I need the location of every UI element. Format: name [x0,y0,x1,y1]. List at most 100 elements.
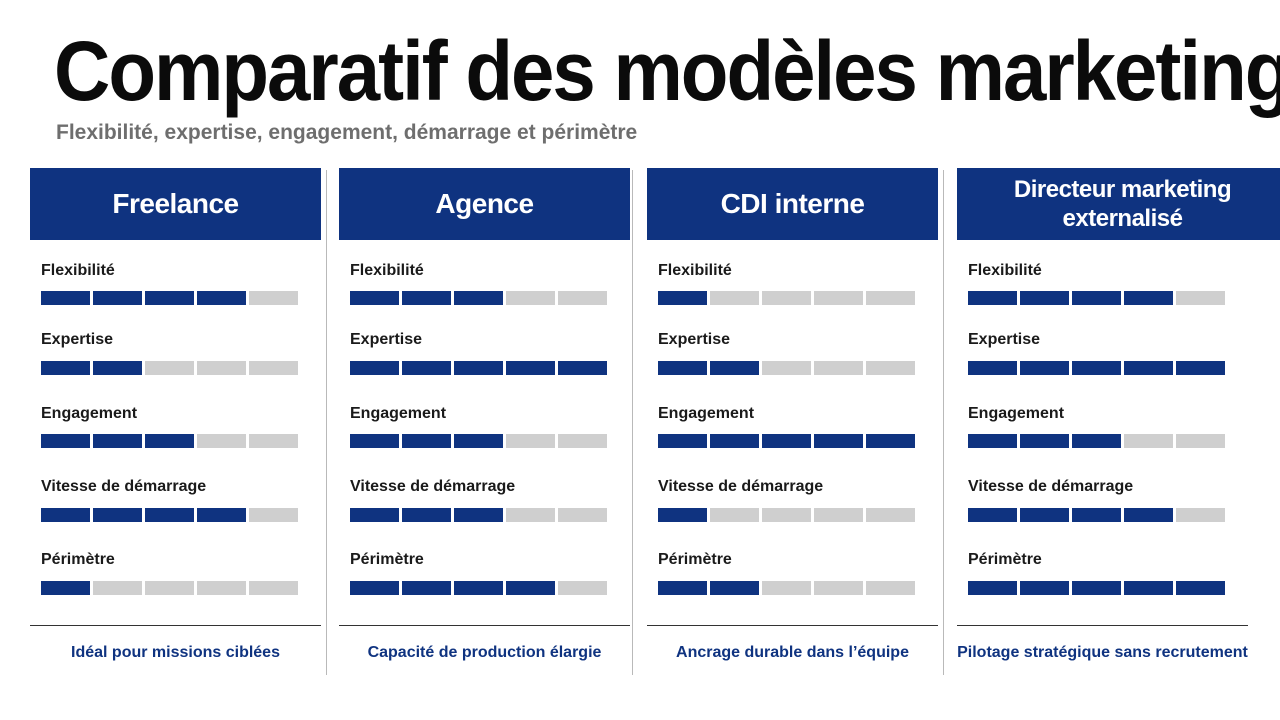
score-segment-empty [1176,434,1225,448]
score-segment-filled [197,291,246,305]
score-segment-empty [558,581,607,595]
score-segment-empty [506,434,555,448]
score-segment-filled [1176,361,1225,375]
score-segment-filled [41,291,90,305]
score-segment-empty [145,581,194,595]
model-column: Freelance Flexibilité Expertise Engagement V… [30,168,321,676]
score-segment-filled [350,508,399,522]
score-bar [968,434,1225,448]
model-header: Directeur marketing externalisé [957,168,1280,240]
criterion-label: Périmètre [968,551,1042,568]
score-bar [350,434,607,448]
criterion-label: Engagement [350,405,447,422]
score-bar [350,508,607,522]
model-footer: Capacité de production élargie [367,644,602,661]
page-title: Comparatif des modèles marketing [54,23,1280,119]
score-bar [658,434,915,448]
score-segment-filled [454,508,503,522]
score-segment-empty [249,434,298,448]
score-segment-empty [762,581,811,595]
score-segment-empty [710,291,759,305]
score-segment-empty [866,361,915,375]
model-column: Directeur marketing externalisé Flexibili… [957,168,1280,676]
score-bar [968,361,1225,375]
score-bar [350,291,607,305]
score-segment-filled [658,508,707,522]
score-segment-filled [1020,361,1069,375]
score-segment-filled [762,434,811,448]
score-segment-filled [506,361,555,375]
criterion-label: Expertise [658,331,731,348]
score-segment-empty [814,581,863,595]
footer-rule [647,625,938,626]
score-segment-filled [93,508,142,522]
score-segment-empty [710,508,759,522]
criterion-label: Expertise [41,331,114,348]
score-segment-filled [93,434,142,448]
column-divider [943,170,944,675]
score-segment-empty [506,291,555,305]
score-segment-empty [1124,434,1173,448]
score-segment-filled [710,581,759,595]
score-bar [658,581,915,595]
score-segment-empty [249,581,298,595]
column-divider [632,170,633,675]
score-segment-filled [197,508,246,522]
score-segment-filled [1072,508,1121,522]
score-segment-filled [454,291,503,305]
score-bar [658,361,915,375]
score-bar [41,434,298,448]
score-segment-empty [506,508,555,522]
criterion-label: Périmètre [658,551,732,568]
score-segment-filled [866,434,915,448]
score-segment-filled [506,581,555,595]
score-segment-filled [350,581,399,595]
model-footer: Idéal pour missions ciblées [71,644,280,661]
model-footer: Ancrage durable dans l’équipe [676,644,909,661]
score-segment-filled [41,508,90,522]
criterion-label: Vitesse de démarrage [968,478,1134,495]
score-segment-filled [1072,291,1121,305]
model-footer: Pilotage stratégique sans recrutement [957,644,1248,661]
criterion-label: Engagement [968,405,1065,422]
score-segment-empty [249,361,298,375]
score-segment-empty [866,508,915,522]
footer-rule [957,625,1248,626]
score-segment-filled [145,291,194,305]
score-segment-empty [762,291,811,305]
criterion-label: Flexibilité [350,262,424,279]
score-bar [41,361,298,375]
score-segment-empty [1176,508,1225,522]
score-segment-filled [1176,581,1225,595]
footer-rule [339,625,630,626]
criterion-label: Engagement [658,405,755,422]
column-divider [326,170,327,675]
score-segment-filled [1020,508,1069,522]
score-segment-empty [762,508,811,522]
score-segment-filled [658,361,707,375]
score-segment-filled [93,291,142,305]
score-segment-filled [350,361,399,375]
criterion-label: Périmètre [350,551,424,568]
score-segment-filled [93,361,142,375]
score-segment-filled [1020,581,1069,595]
score-segment-empty [558,291,607,305]
model-column: CDI interne Flexibilité Expertise Engagemen… [647,168,938,676]
score-segment-filled [41,581,90,595]
score-segment-filled [41,434,90,448]
score-bar [350,581,607,595]
score-segment-filled [1124,291,1173,305]
model-header: CDI interne [647,168,938,240]
score-bar [658,291,915,305]
score-segment-filled [402,434,451,448]
score-bar [968,291,1225,305]
score-segment-filled [145,508,194,522]
score-segment-filled [402,508,451,522]
score-segment-filled [454,361,503,375]
score-segment-filled [658,434,707,448]
score-bar [41,291,298,305]
score-segment-filled [968,434,1017,448]
score-segment-filled [1072,361,1121,375]
criterion-label: Expertise [350,331,423,348]
score-segment-filled [41,361,90,375]
